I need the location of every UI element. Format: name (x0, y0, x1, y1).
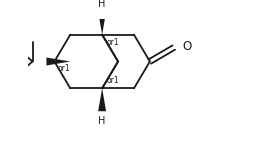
Polygon shape (98, 88, 106, 111)
Text: H: H (99, 116, 106, 126)
Polygon shape (46, 58, 70, 65)
Text: or1: or1 (107, 38, 120, 47)
Text: or1: or1 (107, 76, 120, 85)
Text: or1: or1 (57, 64, 70, 73)
Text: O: O (183, 40, 192, 53)
Polygon shape (98, 12, 106, 35)
Text: H: H (99, 0, 106, 9)
